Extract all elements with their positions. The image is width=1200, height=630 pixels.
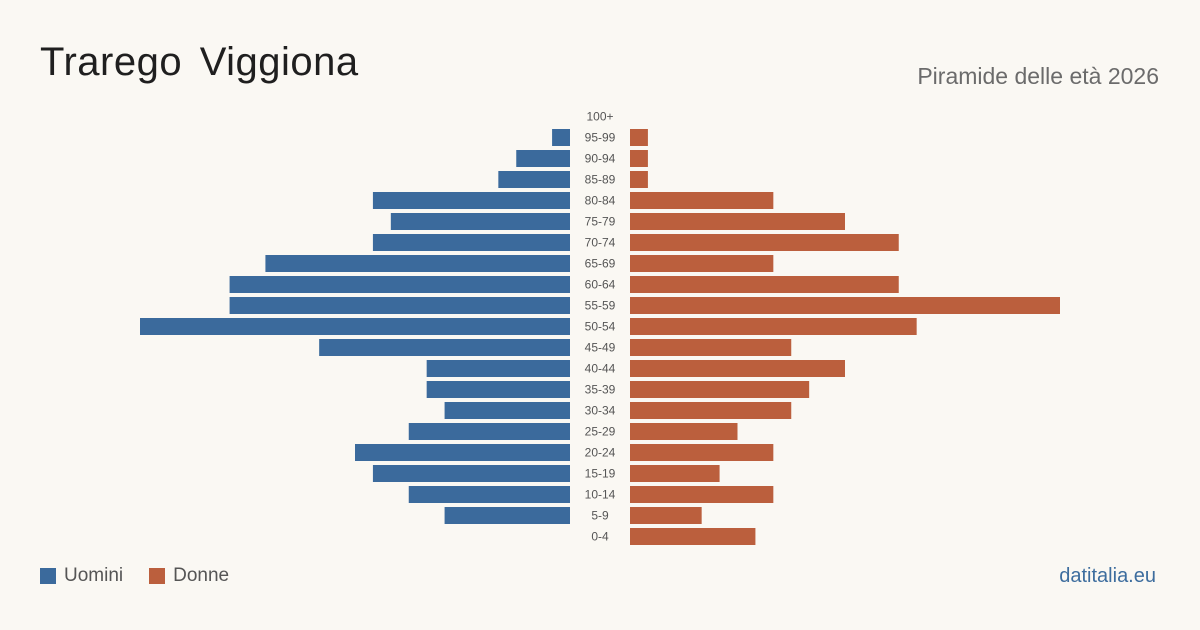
age-label-25-29: 25-29 <box>585 425 616 439</box>
bar-men-65-69 <box>265 255 570 272</box>
bar-women-70-74 <box>630 234 899 251</box>
age-label-80-84: 80-84 <box>585 194 616 208</box>
legend-label-women: Donne <box>173 565 230 586</box>
bar-women-5-9 <box>630 507 702 524</box>
age-label-45-49: 45-49 <box>585 341 616 355</box>
age-label-60-64: 60-64 <box>585 278 616 292</box>
bar-men-15-19 <box>372 465 570 482</box>
age-label-100+: 100+ <box>586 110 613 124</box>
age-label-40-44: 40-44 <box>585 362 616 376</box>
bar-women-45-49 <box>630 339 792 356</box>
bar-men-20-24 <box>355 444 570 461</box>
legend-swatch-men <box>40 568 56 584</box>
bar-women-65-69 <box>630 255 774 272</box>
bar-men-50-54 <box>140 318 570 335</box>
bar-men-25-29 <box>408 423 570 440</box>
age-label-15-19: 15-19 <box>585 467 616 481</box>
age-label-20-24: 20-24 <box>585 446 616 460</box>
legend-label-men: Uomini <box>64 565 124 586</box>
bar-men-75-79 <box>390 213 570 230</box>
bar-men-55-59 <box>229 297 571 314</box>
bar-men-90-94 <box>516 150 570 167</box>
age-label-70-74: 70-74 <box>585 236 616 250</box>
chart-title: Trarego Viggiona <box>40 40 359 84</box>
bar-women-60-64 <box>630 276 899 293</box>
age-label-10-14: 10-14 <box>585 488 616 502</box>
bar-men-5-9 <box>444 507 570 524</box>
bar-women-10-14 <box>630 486 774 503</box>
source-link[interactable]: datitalia.eu <box>1059 565 1156 587</box>
age-label-5-9: 5-9 <box>591 509 609 523</box>
bar-men-80-84 <box>372 192 570 209</box>
bar-men-60-64 <box>229 276 571 293</box>
chart-subtitle: Piramide delle età 2026 <box>917 63 1159 89</box>
bar-women-40-44 <box>630 360 845 377</box>
bar-men-45-49 <box>319 339 570 356</box>
legend-swatch-women <box>149 568 166 584</box>
bar-men-85-89 <box>498 171 570 188</box>
bar-men-35-39 <box>426 381 570 398</box>
bar-women-25-29 <box>630 423 738 440</box>
age-label-90-94: 90-94 <box>585 152 616 166</box>
bar-women-35-39 <box>630 381 810 398</box>
age-label-0-4: 0-4 <box>591 530 609 544</box>
bar-men-95-99 <box>552 129 570 146</box>
bar-men-40-44 <box>426 360 570 377</box>
bar-men-10-14 <box>408 486 570 503</box>
bar-men-70-74 <box>372 234 570 251</box>
bar-women-85-89 <box>630 171 648 188</box>
bar-women-15-19 <box>630 465 720 482</box>
bar-men-30-34 <box>444 402 570 419</box>
legend-item-men: Uomini <box>40 565 123 587</box>
bar-women-50-54 <box>630 318 917 335</box>
bar-women-0-4 <box>630 528 756 545</box>
bar-women-20-24 <box>630 444 774 461</box>
age-label-65-69: 65-69 <box>585 257 616 271</box>
age-label-55-59: 55-59 <box>585 299 616 313</box>
bar-women-95-99 <box>630 129 648 146</box>
age-label-95-99: 95-99 <box>585 131 616 145</box>
bar-women-90-94 <box>630 150 648 167</box>
age-label-50-54: 50-54 <box>585 320 616 334</box>
age-label-30-34: 30-34 <box>585 404 616 418</box>
legend: Uomini Donne <box>40 565 255 587</box>
bar-women-80-84 <box>630 192 774 209</box>
age-label-75-79: 75-79 <box>585 215 616 229</box>
bar-women-55-59 <box>630 297 1060 314</box>
bar-women-75-79 <box>630 213 845 230</box>
age-label-85-89: 85-89 <box>585 173 616 187</box>
legend-item-women: Donne <box>149 565 229 587</box>
bar-women-30-34 <box>630 402 792 419</box>
age-label-35-39: 35-39 <box>585 383 616 397</box>
